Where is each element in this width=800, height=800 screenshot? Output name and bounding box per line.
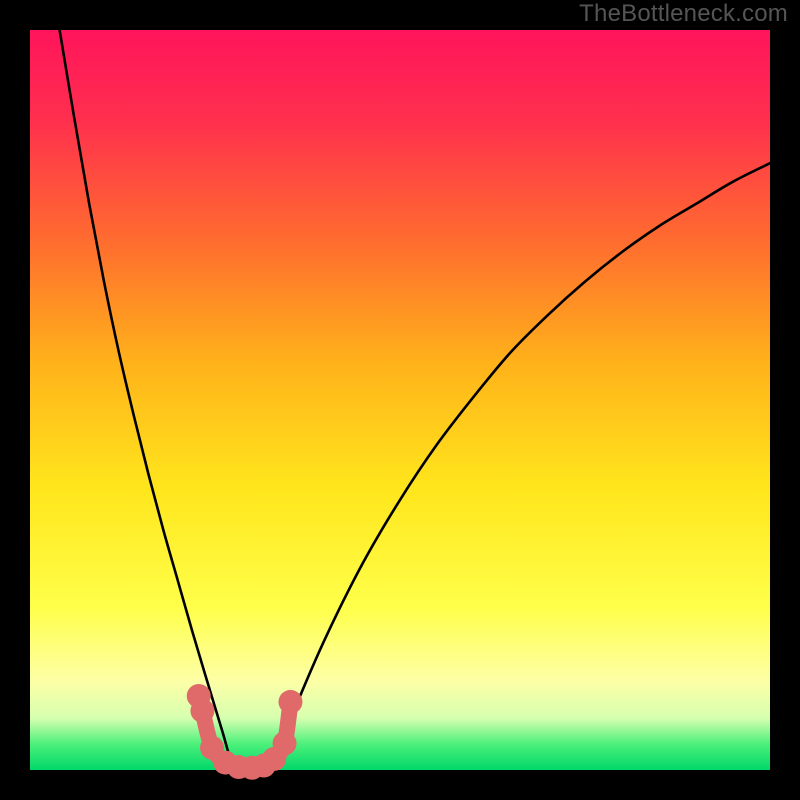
bottleneck-chart	[0, 0, 800, 800]
attribution-text: TheBottleneck.com	[579, 0, 788, 28]
marker-point	[190, 699, 214, 723]
marker-point	[278, 690, 302, 714]
marker-point	[273, 731, 297, 755]
chart-plot-area	[30, 30, 770, 770]
